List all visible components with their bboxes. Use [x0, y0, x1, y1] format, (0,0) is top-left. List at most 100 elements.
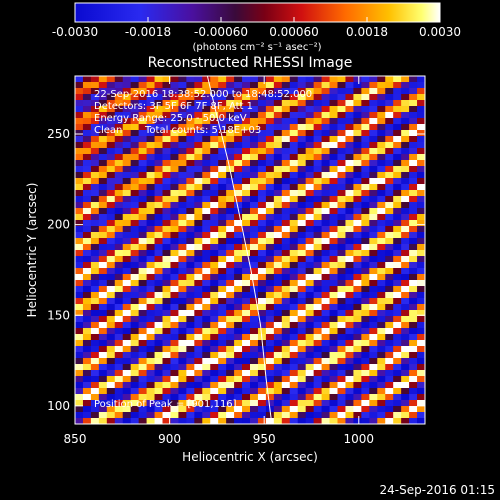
- heatmap-cell: [305, 154, 315, 161]
- heatmap-cell: [138, 310, 147, 317]
- heatmap-cell: [82, 244, 92, 251]
- heatmap-cell: [146, 340, 155, 347]
- heatmap-cell: [361, 274, 370, 281]
- heatmap-cell: [337, 364, 346, 371]
- heatmap-cell: [313, 370, 322, 377]
- heatmap-cell: [210, 112, 219, 119]
- heatmap-cell: [82, 334, 92, 341]
- heatmap-cell: [242, 172, 251, 179]
- heatmap-cell: [138, 262, 147, 269]
- heatmap-cell: [98, 370, 108, 377]
- heatmap-cell: [234, 172, 243, 179]
- heatmap-cell: [178, 106, 187, 113]
- heatmap-cell: [210, 100, 219, 107]
- heatmap-cell: [194, 388, 203, 395]
- heatmap-cell: [353, 178, 362, 185]
- heatmap-cell: [345, 214, 354, 221]
- heatmap-cell: [114, 250, 124, 257]
- heatmap-cell: [265, 88, 275, 95]
- heatmap-cell: [90, 406, 100, 413]
- heatmap-cell: [114, 190, 124, 197]
- info-total-counts: Total counts: 5.18E+03: [144, 125, 261, 136]
- heatmap-cell: [122, 262, 132, 269]
- heatmap-cell: [106, 148, 116, 155]
- heatmap-cell: [337, 412, 346, 419]
- heatmap-cell: [250, 256, 259, 263]
- heatmap-cell: [146, 316, 155, 323]
- heatmap-cell: [393, 136, 402, 143]
- heatmap-cell: [265, 142, 275, 149]
- heatmap-cell: [353, 220, 362, 227]
- heatmap-cell: [82, 358, 92, 365]
- heatmap-cell: [361, 358, 370, 365]
- heatmap-cell: [98, 94, 108, 101]
- heatmap-cell: [265, 244, 275, 251]
- heatmap-cell: [178, 82, 187, 89]
- heatmap-cell: [170, 130, 179, 137]
- heatmap-cell: [250, 244, 259, 251]
- heatmap-cell: [289, 316, 299, 323]
- heatmap-cell: [114, 220, 124, 227]
- heatmap-cell: [170, 298, 179, 305]
- heatmap-cell: [369, 352, 378, 359]
- heatmap-cell: [257, 262, 267, 269]
- heatmap-cell: [146, 280, 155, 287]
- heatmap-cell: [273, 136, 283, 143]
- heatmap-cell: [385, 148, 394, 155]
- colorbar-tick-label: -0.00060: [194, 25, 248, 39]
- heatmap-cell: [393, 148, 402, 155]
- heatmap-cell: [305, 418, 315, 424]
- heatmap-cell: [417, 160, 425, 167]
- heatmap-cell: [226, 268, 235, 275]
- heatmap-cell: [321, 124, 330, 131]
- heatmap-cell: [162, 238, 171, 245]
- heatmap-cell: [417, 154, 425, 161]
- heatmap-cell: [154, 376, 163, 383]
- heatmap-cell: [210, 406, 219, 413]
- heatmap-cell: [202, 250, 211, 257]
- heatmap-cell: [281, 280, 291, 287]
- heatmap-cell: [361, 304, 370, 311]
- heatmap-cell: [313, 238, 322, 245]
- heatmap-cell: [242, 298, 251, 305]
- heatmap-cell: [345, 226, 354, 233]
- heatmap-cell: [337, 334, 346, 341]
- heatmap-cell: [313, 196, 322, 203]
- heatmap-cell: [154, 244, 163, 251]
- heatmap-cell: [297, 394, 307, 401]
- heatmap-cell: [393, 262, 402, 269]
- heatmap-cell: [186, 166, 195, 173]
- heatmap-cell: [186, 124, 195, 131]
- heatmap-cell: [409, 130, 418, 137]
- heatmap-cell: [170, 244, 179, 251]
- heatmap-cell: [82, 214, 92, 221]
- heatmap-cell: [154, 184, 163, 191]
- heatmap-cell: [98, 154, 108, 161]
- heatmap-cell: [242, 316, 251, 323]
- heatmap-cell: [377, 202, 386, 209]
- heatmap-cell: [138, 208, 147, 215]
- heatmap-cell: [257, 292, 267, 299]
- heatmap-cell: [170, 226, 179, 233]
- heatmap-cell: [146, 406, 155, 413]
- heatmap-cell: [202, 166, 211, 173]
- heatmap-cell: [226, 196, 235, 203]
- heatmap-cell: [305, 88, 315, 95]
- heatmap-cell: [242, 160, 251, 167]
- heatmap-cell: [417, 148, 425, 155]
- heatmap-cell: [321, 142, 330, 149]
- heatmap-cell: [353, 130, 362, 137]
- heatmap-cell: [409, 232, 418, 239]
- heatmap-cell: [98, 268, 108, 275]
- heatmap-cell: [417, 394, 425, 401]
- heatmap-cell: [170, 148, 179, 155]
- heatmap-cell: [409, 250, 418, 257]
- heatmap-cell: [329, 118, 338, 125]
- heatmap-cell: [98, 172, 108, 179]
- heatmap-cell: [257, 298, 267, 305]
- heatmap-cell: [146, 202, 155, 209]
- heatmap-cell: [321, 298, 330, 305]
- heatmap-cell: [305, 376, 315, 383]
- heatmap-cell: [162, 88, 171, 95]
- colorbar-tick-label: 0.00060: [269, 25, 319, 39]
